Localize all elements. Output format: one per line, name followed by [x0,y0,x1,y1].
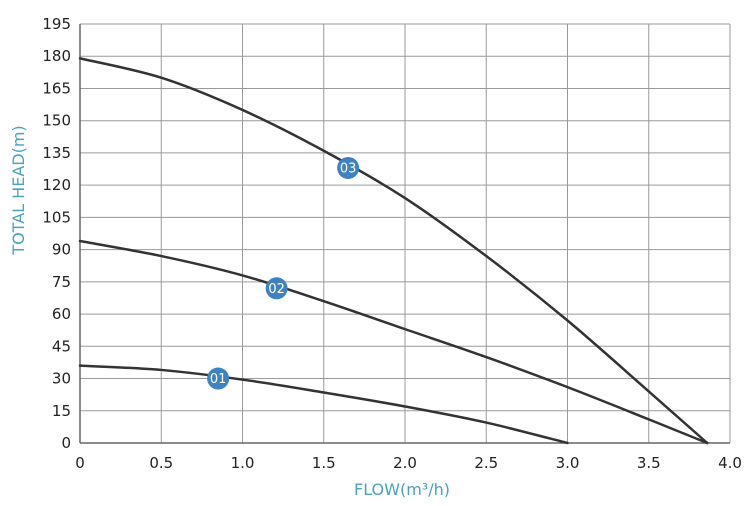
x-tick-label: 0 [75,454,85,472]
x-tick-label: 1.0 [231,454,255,472]
series-marker-label: 01 [210,372,227,387]
series-curve-03 [78,57,709,445]
y-tick-label: 165 [42,79,71,97]
x-tick-label: 2.0 [393,454,417,472]
series-marker-label: 02 [268,282,285,297]
y-axis-title: TOTAL HEAD(m) [9,125,28,255]
series-marker-01 [207,367,230,390]
series-markers: 01 02 03 [207,156,360,390]
y-tick-label: 195 [42,15,71,33]
y-tick-label: 150 [42,112,71,130]
axes [79,24,730,444]
x-tick-label: 4.0 [718,454,742,472]
y-tick-label: 120 [42,176,71,194]
y-tick-label: 30 [52,370,71,388]
series-curve-02 [78,239,709,445]
series-marker-02 [265,277,288,300]
x-axis-title: FLOW(m³/h) [354,480,450,499]
y-tick-label: 180 [42,47,71,65]
y-tick-label: 75 [52,273,71,291]
y-tick-label: 0 [61,434,71,452]
series-marker-label: 03 [340,161,357,176]
x-tick-label: 0.5 [149,454,173,472]
x-tick-label: 2.5 [474,454,498,472]
x-tick-labels: 0 0.5 1.0 1.5 2.0 2.5 3.0 3.5 4.0 [75,454,742,472]
y-tick-labels: 0 15 30 45 60 75 90 105 120 135 150 165 180 195 [42,15,71,452]
y-tick-label: 45 [52,337,71,355]
y-tick-label: 15 [52,402,71,420]
x-tick-label: 3.5 [637,454,661,472]
series-curve-01 [78,364,569,445]
y-tick-label: 135 [42,144,71,162]
y-tick-label: 90 [52,241,71,259]
x-tick-label: 1.5 [312,454,336,472]
y-tick-label: 60 [52,305,71,323]
grid-lines [79,23,731,444]
series-curves [78,57,709,445]
x-tick-label: 3.0 [556,454,580,472]
y-tick-label: 105 [42,208,71,226]
series-marker-03 [337,156,360,179]
